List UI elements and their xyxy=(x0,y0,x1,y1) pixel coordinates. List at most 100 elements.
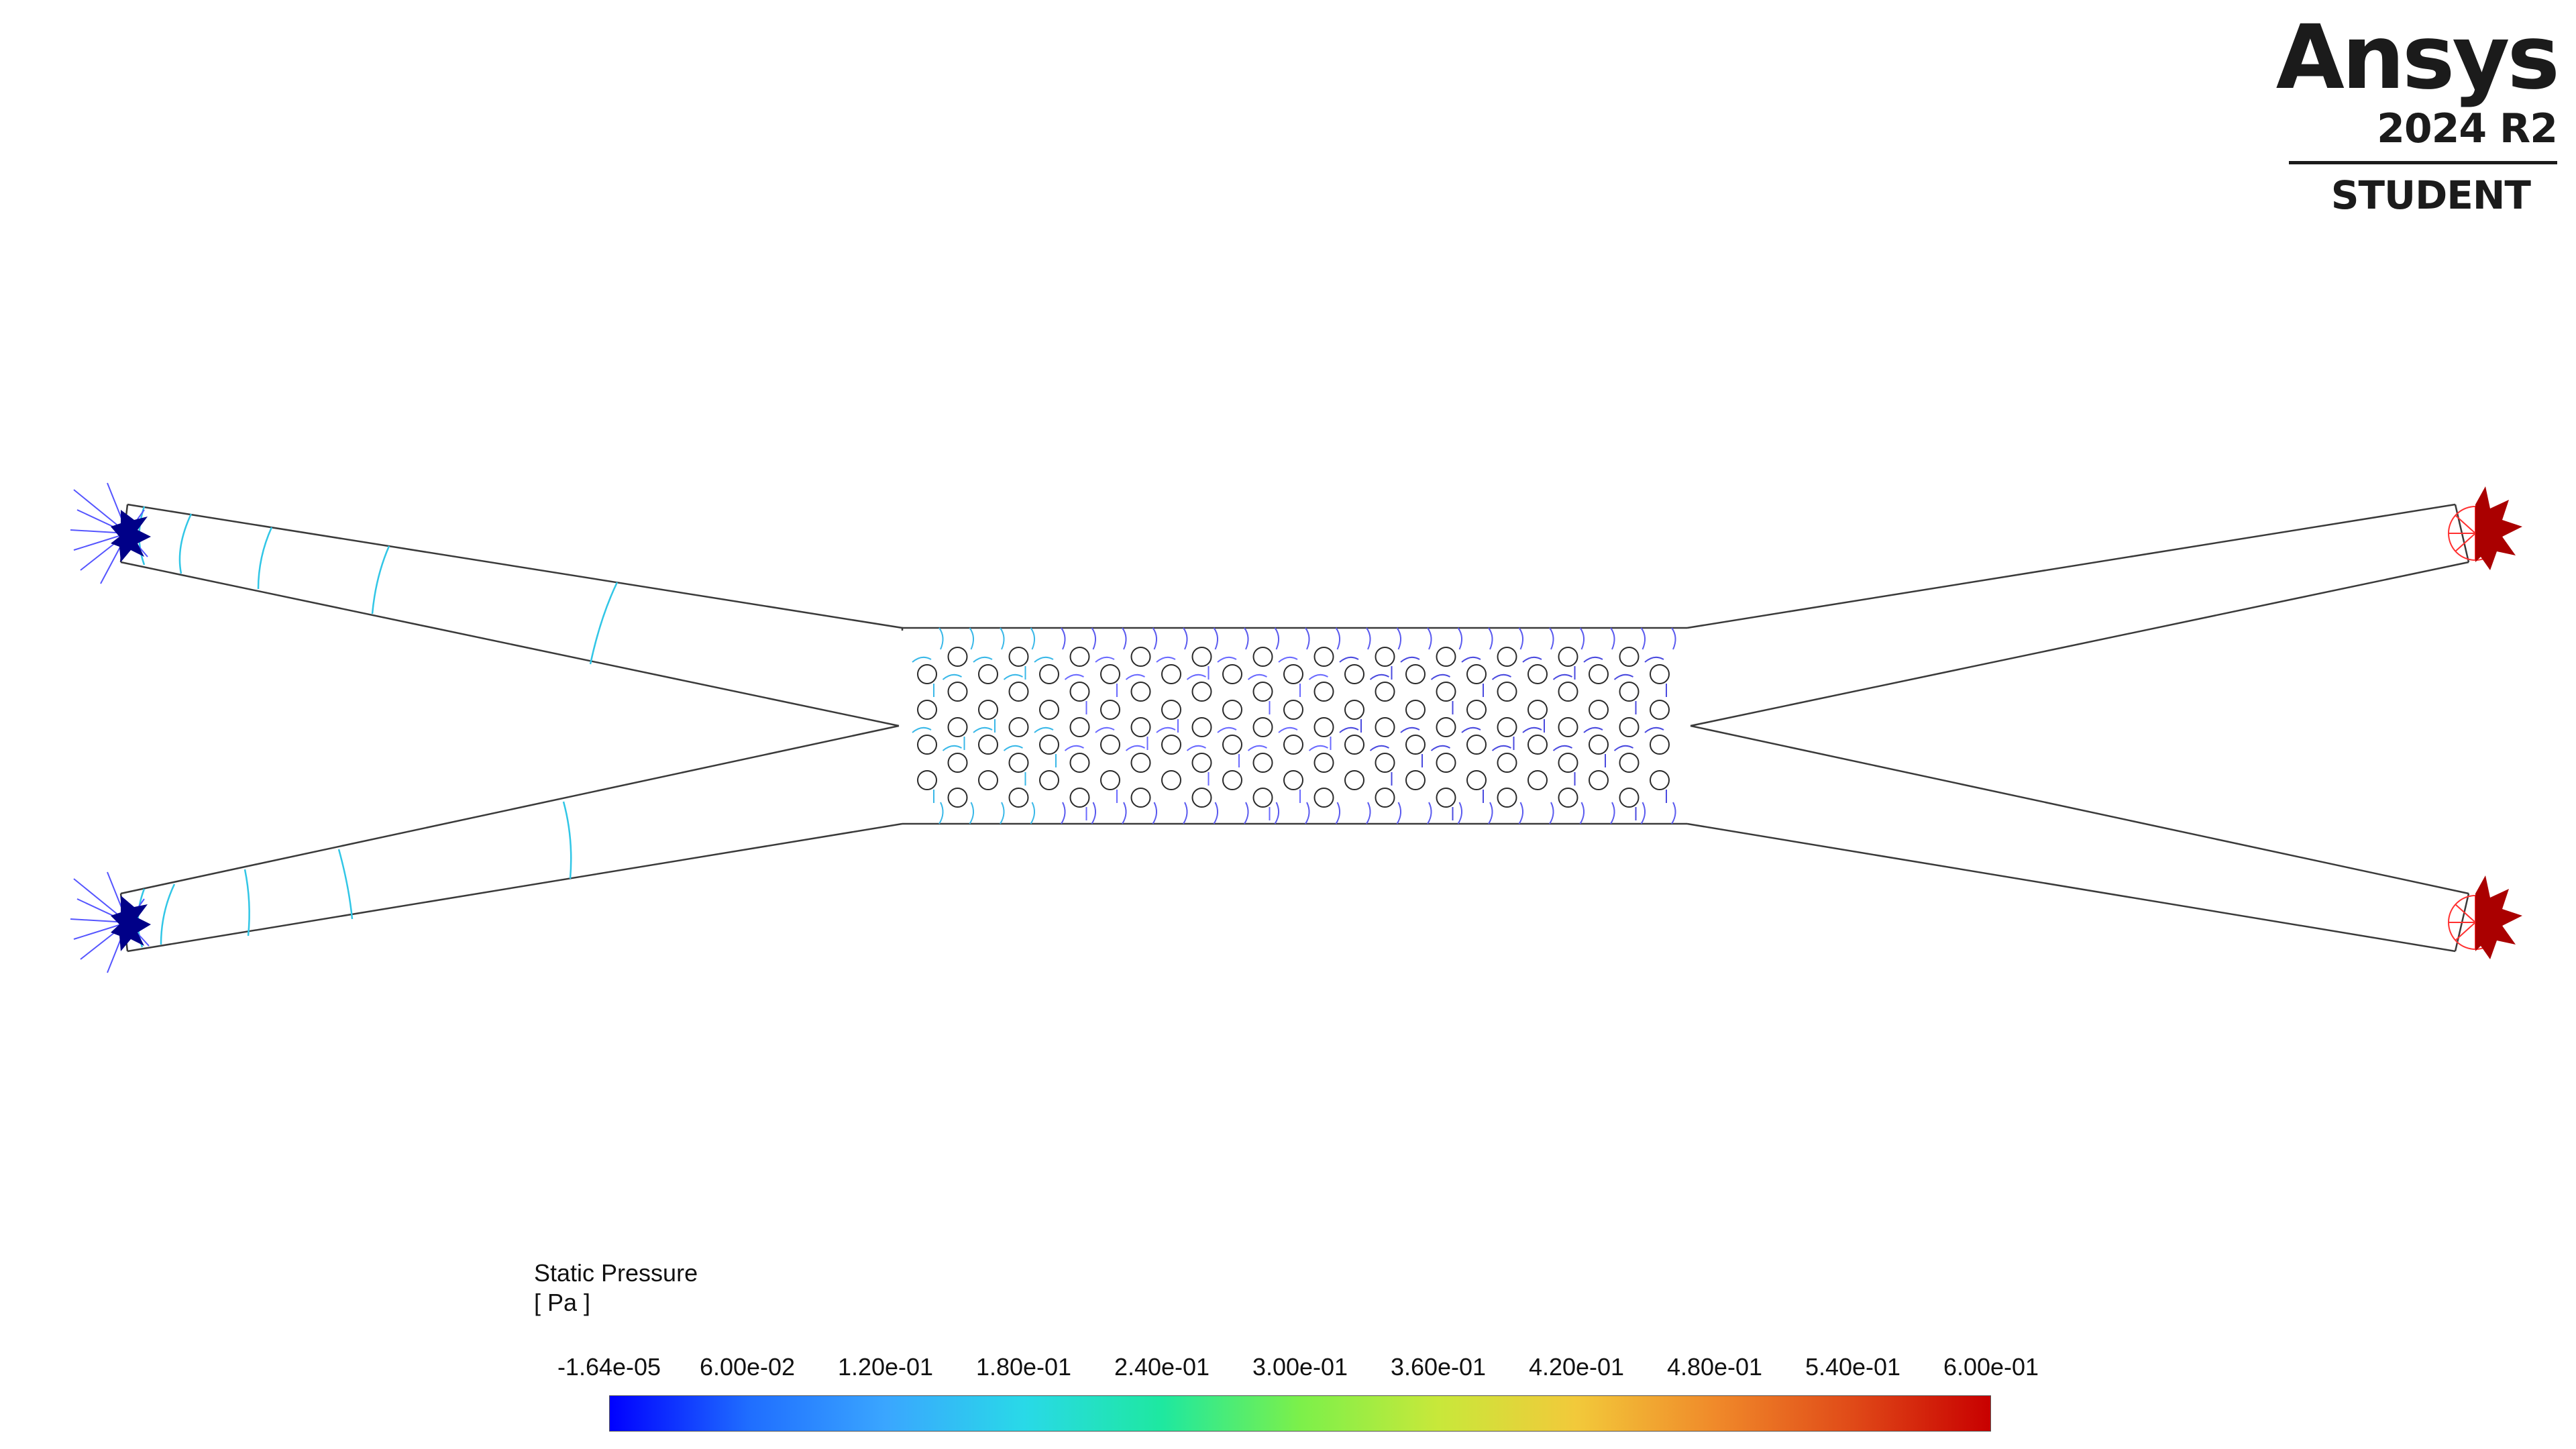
pillar xyxy=(947,753,968,773)
pillar xyxy=(1283,735,1303,755)
pillar xyxy=(1405,700,1426,720)
contour-line xyxy=(1095,656,1115,663)
pillar xyxy=(1222,700,1242,720)
contour-line xyxy=(1522,656,1542,663)
pillar xyxy=(1252,647,1273,667)
contour-line xyxy=(1610,627,1615,650)
pillar xyxy=(1069,788,1090,808)
contour-line xyxy=(1518,627,1523,650)
contour-line xyxy=(1274,802,1279,824)
inlet-contour-lines xyxy=(137,506,619,948)
pillar xyxy=(978,770,998,790)
contour-line xyxy=(1457,802,1462,824)
contour-line xyxy=(1003,745,1023,751)
right-lower-arm-inner xyxy=(1690,724,2469,895)
pillar xyxy=(1008,682,1029,702)
contour-line xyxy=(1339,727,1359,733)
pillar xyxy=(1069,717,1090,737)
pillar xyxy=(1558,647,1578,667)
legend-tick-label: 4.20e-01 xyxy=(1528,1353,1625,1381)
pillar xyxy=(1313,717,1334,737)
pillar xyxy=(1619,788,1640,808)
contour-line xyxy=(1183,627,1188,650)
pillar xyxy=(1497,647,1517,667)
pillar xyxy=(1375,647,1395,667)
contour-line xyxy=(912,656,932,663)
legend-tick-label: 2.40e-01 xyxy=(1114,1353,1210,1381)
contour-line xyxy=(1640,802,1646,824)
contour-line xyxy=(1061,802,1066,824)
pillar xyxy=(1252,753,1273,773)
pillar xyxy=(1375,753,1395,773)
contour-line xyxy=(1217,727,1237,733)
pillar xyxy=(1436,717,1456,737)
pillar xyxy=(1344,664,1364,684)
contour-line xyxy=(1064,745,1084,751)
color-legend[interactable]: Static Pressure [ Pa ] -1.64e-05 6.00e-02… xyxy=(530,1254,2073,1442)
pillar xyxy=(1497,753,1517,773)
contour-line xyxy=(589,582,619,665)
pillar xyxy=(1039,735,1059,755)
contour-line xyxy=(1335,627,1340,650)
contour-line xyxy=(1491,745,1511,751)
contour-line xyxy=(1003,674,1023,680)
contour-line xyxy=(1400,727,1420,733)
contour-line xyxy=(1064,674,1084,680)
pillar xyxy=(1558,753,1578,773)
contour-line xyxy=(1427,802,1432,824)
contour-line xyxy=(1457,627,1462,650)
pillar xyxy=(1619,647,1640,667)
pillar xyxy=(1039,664,1059,684)
contour-line xyxy=(1244,802,1249,824)
pillar xyxy=(1650,770,1670,790)
pillar-array xyxy=(917,647,1670,808)
contour-line xyxy=(1640,627,1646,650)
contour-line xyxy=(1061,627,1066,650)
contour-line xyxy=(1156,656,1176,663)
pillar xyxy=(1527,664,1548,684)
pillar xyxy=(1252,788,1273,808)
pillar xyxy=(1161,700,1181,720)
contour-line xyxy=(1217,656,1237,663)
contour-line xyxy=(1396,627,1401,650)
contour-line xyxy=(1186,745,1206,751)
pillar xyxy=(1405,770,1426,790)
pillar xyxy=(1466,700,1487,720)
contour-line xyxy=(1122,627,1127,650)
right-lower-outlet-marker xyxy=(2448,875,2522,959)
pillar xyxy=(1130,753,1151,773)
contour-line xyxy=(1339,656,1359,663)
pillar xyxy=(1375,682,1395,702)
logo-edition: STUDENT xyxy=(2330,172,2531,218)
contour-line xyxy=(1369,745,1389,751)
contour-line xyxy=(1034,656,1054,663)
pillar xyxy=(1589,664,1609,684)
contour-line xyxy=(969,802,974,824)
pillar xyxy=(1008,753,1029,773)
pillar xyxy=(1405,735,1426,755)
contour-line xyxy=(1095,727,1115,733)
pillar xyxy=(1375,717,1395,737)
contour-line xyxy=(1366,627,1371,650)
pillar xyxy=(1191,753,1212,773)
contour-line xyxy=(1308,745,1328,751)
contour-line xyxy=(1278,727,1298,733)
pillar xyxy=(917,770,937,790)
contour-line xyxy=(337,849,354,920)
contour-line xyxy=(1671,802,1676,824)
pillar xyxy=(1069,753,1090,773)
logo-divider xyxy=(2289,161,2557,164)
contour-line xyxy=(1125,745,1145,751)
contour-line xyxy=(1030,627,1035,650)
contour-line xyxy=(1030,802,1035,824)
pillar xyxy=(1100,735,1120,755)
logo-wordmark: Ansys xyxy=(2275,6,2560,109)
pillar xyxy=(1650,664,1670,684)
pillar xyxy=(1313,647,1334,667)
pillar xyxy=(917,735,937,755)
pillar xyxy=(1589,770,1609,790)
pillar xyxy=(1161,664,1181,684)
logo-version: 2024 R2 xyxy=(2377,105,2558,152)
